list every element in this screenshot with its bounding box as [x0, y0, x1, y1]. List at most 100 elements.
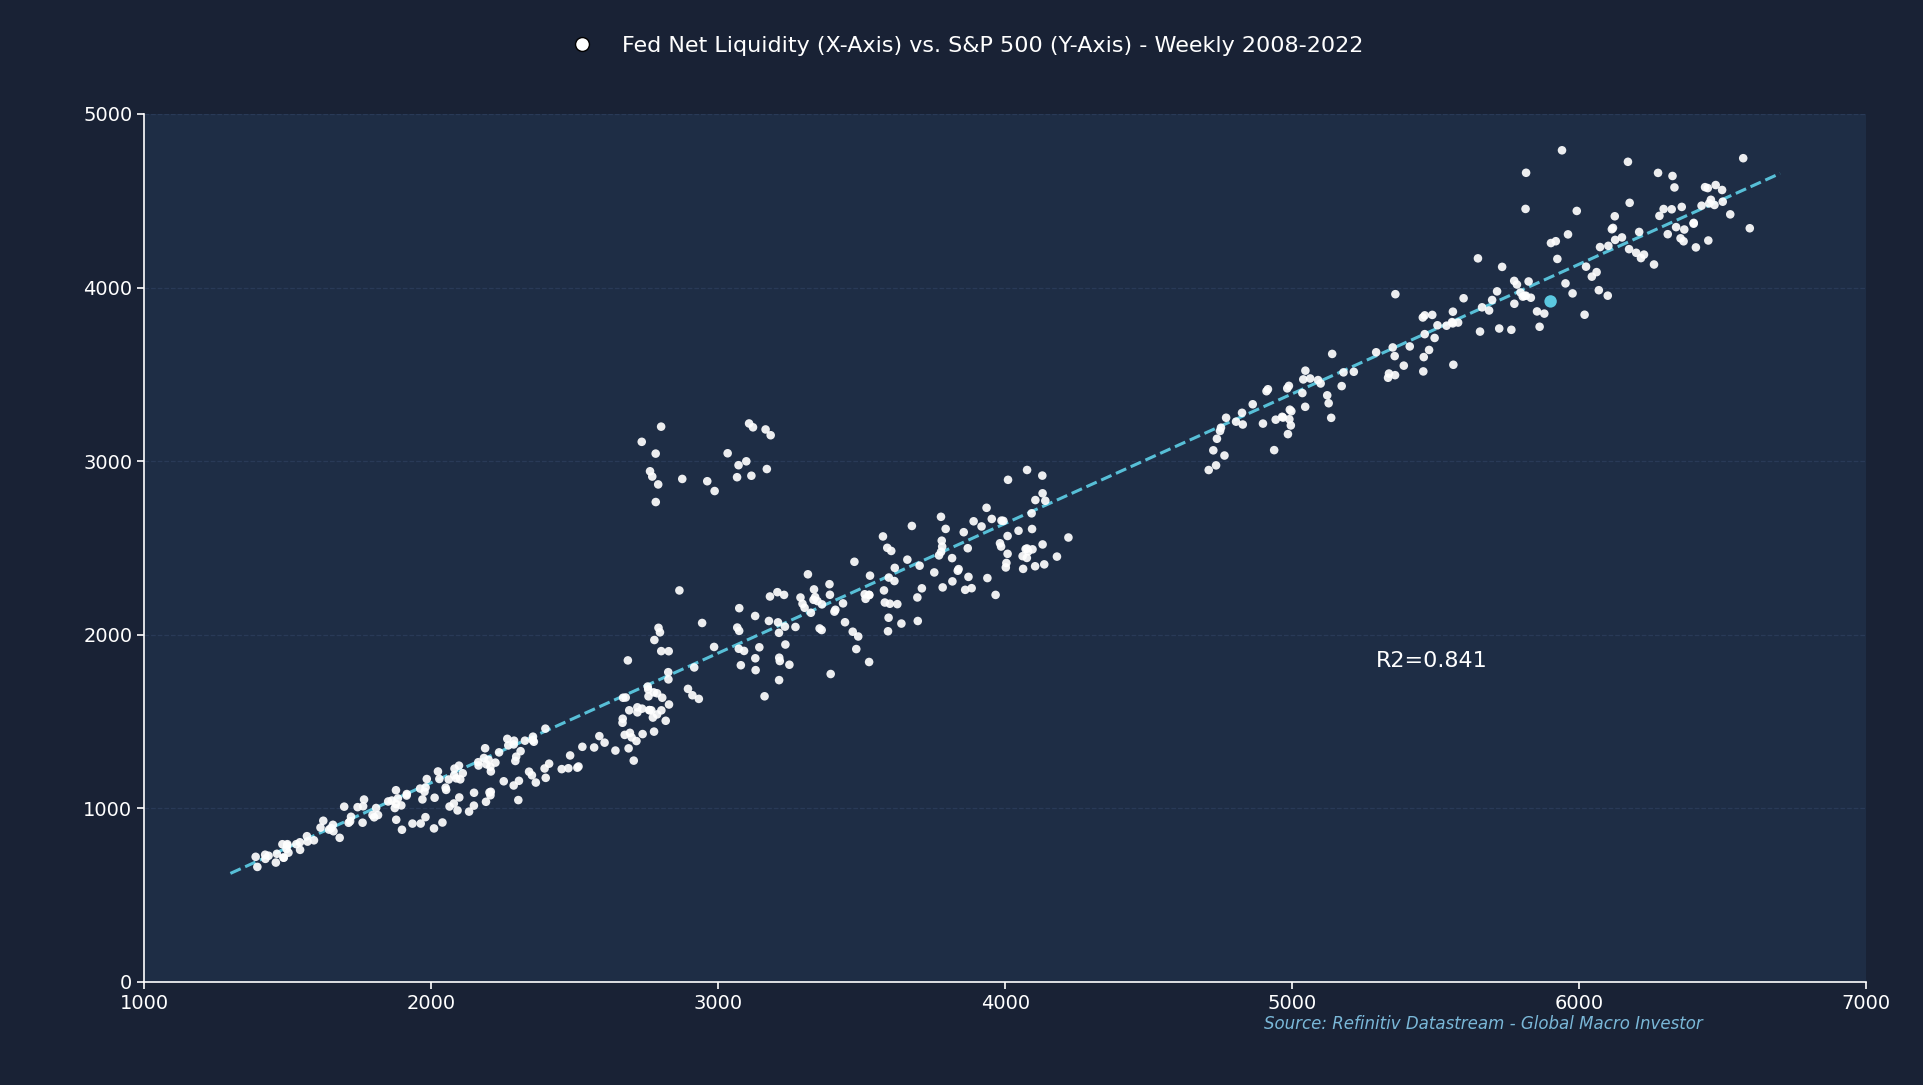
- Point: [642, 620, 673, 637]
- Point: [1688, 179, 1719, 196]
- Point: [621, 699, 652, 716]
- Point: [333, 814, 363, 831]
- Point: [1288, 398, 1319, 416]
- Point: [867, 527, 898, 545]
- Point: [1473, 302, 1504, 319]
- Point: [848, 586, 879, 603]
- Point: [444, 757, 475, 775]
- Point: [650, 712, 681, 729]
- Point: [1713, 206, 1744, 224]
- Point: [1592, 288, 1623, 305]
- Point: [787, 595, 817, 612]
- Point: [1465, 298, 1496, 316]
- Point: [498, 777, 529, 794]
- Point: [971, 499, 1002, 516]
- Point: [1477, 292, 1508, 309]
- Point: [1613, 241, 1644, 258]
- Point: [635, 462, 665, 480]
- Point: [798, 591, 829, 609]
- Point: [1436, 356, 1467, 373]
- Point: [1596, 219, 1627, 237]
- Point: [952, 569, 983, 586]
- Point: [588, 733, 619, 751]
- Point: [387, 821, 417, 839]
- Point: [875, 542, 906, 560]
- Point: [396, 815, 427, 832]
- Point: [633, 678, 663, 695]
- Point: [1733, 219, 1763, 237]
- Point: [1679, 239, 1710, 256]
- Point: [721, 618, 752, 636]
- Point: [1665, 199, 1696, 216]
- Point: [360, 800, 390, 817]
- Point: [1377, 339, 1408, 356]
- Point: [433, 770, 463, 788]
- Point: [612, 652, 642, 669]
- Point: [1556, 284, 1586, 302]
- Point: [1692, 232, 1723, 250]
- Point: [1192, 461, 1223, 478]
- Point: [1315, 345, 1346, 362]
- Point: [1685, 197, 1715, 215]
- Point: [1500, 276, 1531, 293]
- Point: [679, 659, 710, 676]
- Point: [610, 726, 640, 743]
- Point: [1250, 383, 1281, 400]
- Point: [1271, 425, 1302, 443]
- Point: [1011, 542, 1042, 560]
- Point: [646, 689, 677, 706]
- Point: [1598, 231, 1629, 248]
- Point: [562, 760, 592, 777]
- Point: [740, 650, 771, 667]
- Point: [381, 812, 412, 829]
- Point: [819, 603, 850, 621]
- Point: [423, 770, 454, 788]
- Point: [608, 714, 638, 731]
- Point: [673, 680, 704, 698]
- Point: [427, 814, 458, 831]
- Point: [1246, 414, 1277, 432]
- Point: [1327, 363, 1358, 381]
- Point: [1461, 250, 1492, 267]
- Point: [992, 527, 1023, 545]
- Point: [325, 829, 356, 846]
- Point: [785, 589, 815, 607]
- Point: [517, 728, 548, 745]
- Point: [1410, 307, 1440, 324]
- Point: [1652, 226, 1683, 243]
- Point: [638, 631, 669, 649]
- Point: [1596, 220, 1627, 238]
- Point: [1008, 548, 1038, 565]
- Point: [1210, 409, 1240, 426]
- Point: [750, 421, 781, 438]
- Point: [1315, 409, 1346, 426]
- Point: [1408, 362, 1438, 380]
- Point: [1698, 196, 1729, 214]
- Point: [731, 452, 762, 470]
- Point: [879, 559, 910, 576]
- Point: [754, 588, 785, 605]
- Point: [552, 760, 583, 777]
- Point: [292, 833, 323, 851]
- Point: [475, 787, 506, 804]
- Point: [510, 732, 540, 750]
- Point: [638, 723, 669, 740]
- Point: [335, 813, 365, 830]
- Point: [663, 582, 694, 599]
- Point: [1379, 367, 1410, 384]
- Point: [404, 780, 435, 797]
- Point: [633, 702, 663, 719]
- Point: [737, 467, 767, 484]
- Point: [1498, 295, 1529, 312]
- Point: [1371, 369, 1402, 386]
- Point: [281, 835, 312, 853]
- Point: [419, 789, 450, 806]
- Text: Source: Refinitiv Datastream - Global Macro Investor: Source: Refinitiv Datastream - Global Ma…: [1263, 1014, 1702, 1033]
- Point: [567, 738, 598, 755]
- Point: [837, 623, 867, 640]
- Point: [608, 710, 638, 727]
- Point: [687, 614, 717, 631]
- Point: [419, 820, 450, 838]
- Point: [1431, 317, 1461, 334]
- Point: [1313, 395, 1344, 412]
